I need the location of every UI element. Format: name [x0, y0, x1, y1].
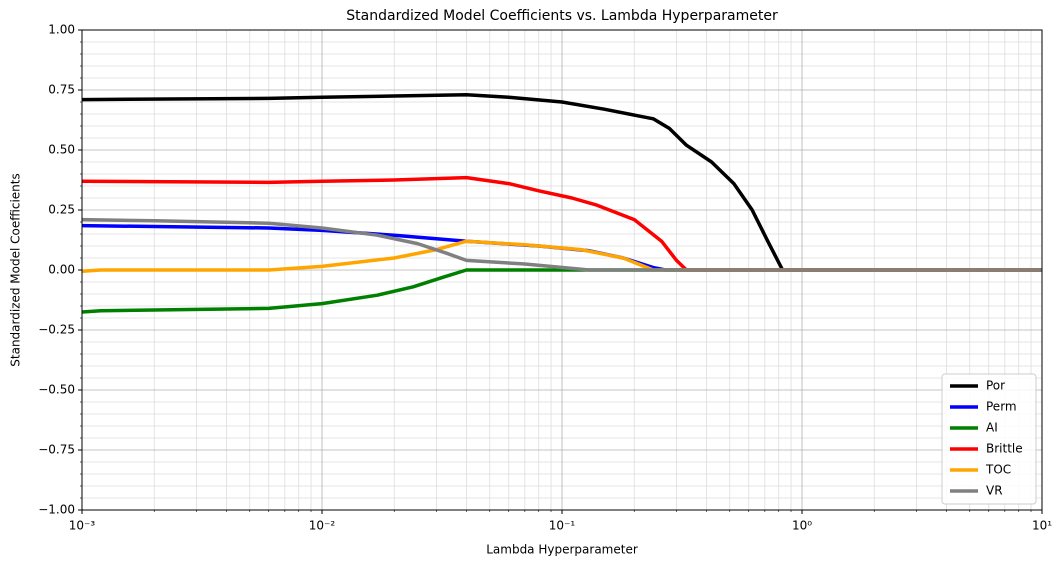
legend-label: AI — [986, 421, 998, 435]
y-tick-label: −1.00 — [38, 503, 75, 517]
y-axis-label: Standardized Model Coefficients — [9, 173, 23, 366]
x-axis-label: Lambda Hyperparameter — [486, 543, 638, 557]
series-line — [81, 239, 1042, 273]
y-tick-label: 0.75 — [48, 83, 75, 97]
series-line — [81, 93, 1042, 272]
x-tick-label: 10¹ — [1032, 519, 1052, 533]
y-tick-label: −0.75 — [38, 443, 75, 457]
legend: Por Perm AI Brittle TOC VR — [941, 373, 1037, 505]
x-tick-label: 10⁰ — [792, 519, 812, 533]
y-tick-label: −0.25 — [38, 323, 75, 337]
legend-label: VR — [986, 484, 1003, 498]
legend-label: Perm — [986, 400, 1017, 414]
series-line — [81, 268, 1042, 314]
legend-label: Por — [986, 379, 1005, 393]
x-tick-label: 10⁻³ — [69, 519, 96, 533]
y-tick-label: 1.00 — [48, 23, 75, 37]
y-tick-label: 0.00 — [48, 263, 75, 277]
series-line — [81, 217, 1042, 272]
x-tick-label: 10⁻¹ — [549, 519, 576, 533]
chart-title: Standardized Model Coefficients vs. Lamb… — [346, 8, 778, 24]
legend-label: Brittle — [986, 442, 1023, 456]
plot-lines — [81, 93, 1042, 314]
ticks: 10⁻³ 10⁻² 10⁻¹ 10⁰ 10¹ −1.00 −0.75 −0.50 −0.25 0.… — [38, 23, 1052, 533]
series-line — [81, 175, 1042, 272]
legend-label: TOC — [985, 463, 1011, 477]
x-tick-label: 10⁻² — [309, 519, 336, 533]
y-tick-label: −0.50 — [38, 383, 75, 397]
y-tick-label: 0.25 — [48, 203, 75, 217]
y-tick-label: 0.50 — [48, 143, 75, 157]
